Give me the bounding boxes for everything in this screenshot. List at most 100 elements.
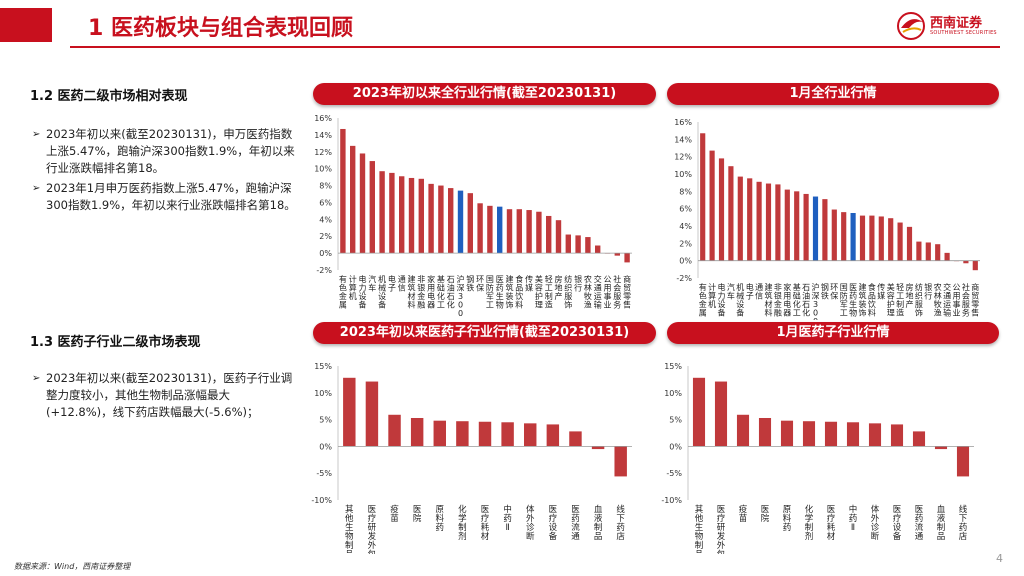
- bar-石油石化: [803, 193, 809, 261]
- bar-医疗设备: [546, 424, 560, 447]
- x-tick-label: 建筑装饰: [506, 274, 514, 310]
- x-tick-label: 交通运输: [594, 274, 602, 310]
- x-tick-label: 石油石化: [447, 275, 455, 310]
- x-tick-label: 食品饮料: [868, 282, 876, 318]
- bar-其他生物制品: [343, 377, 356, 447]
- y-tick-label: -2%: [676, 274, 692, 283]
- x-tick-label: 体外诊断: [526, 504, 535, 542]
- x-tick-label: 食品饮料: [515, 274, 523, 310]
- x-tick-label: 疫苗: [739, 504, 748, 524]
- bar-机械设备: [737, 176, 743, 261]
- x-tick-label: 轻工制造: [896, 282, 904, 318]
- bar-钢铁: [467, 193, 473, 254]
- bar-医院: [410, 417, 424, 447]
- bar-国防军工: [841, 212, 847, 261]
- bar-社会服务: [963, 260, 969, 264]
- y-tick-label: 10%: [314, 165, 332, 174]
- x-tick-label: 房地产: [555, 274, 563, 301]
- x-tick-label: 非银金融: [417, 274, 425, 310]
- x-tick-label: 公用事业: [604, 275, 612, 310]
- bar-钢铁: [822, 199, 828, 261]
- y-tick-label: 15%: [664, 362, 682, 371]
- bar-建筑材料: [408, 177, 415, 254]
- bar-环保: [831, 209, 837, 261]
- y-tick-label: 10%: [674, 170, 692, 179]
- bullet-item: ➢ 2023年初以来(截至20230131)，医药子行业调整力度较小，其他生物制…: [32, 370, 296, 421]
- bar-商贸零售: [972, 260, 978, 271]
- x-tick-label: 商贸零售: [623, 274, 631, 310]
- bar-有色金属: [340, 128, 346, 254]
- x-tick-label: 石油石化: [802, 283, 810, 318]
- bar-化学制剂: [802, 421, 816, 447]
- bar-环保: [477, 203, 483, 254]
- x-tick-label: 医院: [413, 505, 422, 524]
- x-tick-label: 交通运输: [943, 282, 951, 318]
- data-source-note: 数据来源：Wind，西南证券整理: [14, 562, 131, 571]
- y-tick-label: 16%: [314, 114, 332, 123]
- x-tick-label: 美容护理: [887, 282, 895, 318]
- x-tick-label: 医疗设备: [893, 505, 902, 542]
- x-tick-label: 环保: [476, 275, 484, 293]
- y-tick-label: -10%: [661, 496, 682, 505]
- x-tick-label: 房地产: [906, 282, 914, 309]
- x-tick-label: 钢铁: [466, 274, 474, 293]
- y-tick-label: -5%: [666, 469, 682, 478]
- bar-chart-ytd-all-industries: -2% 0% 2% 4% 6% 8% 10% 12% 14% 16% 有色金属计算机电力设备汽车机械…: [314, 114, 632, 318]
- x-tick-label: 建筑装饰: [859, 282, 867, 318]
- y-tick-label: 6%: [319, 198, 332, 207]
- y-tick-label: 14%: [674, 135, 692, 144]
- y-tick-label: 12%: [314, 148, 332, 157]
- bar-汽车: [369, 161, 375, 254]
- bar-通信: [756, 181, 762, 261]
- arrow-bullet-icon: ➢: [32, 373, 41, 384]
- bar-建筑材料: [765, 183, 772, 261]
- y-tick-label: 4%: [319, 215, 332, 224]
- x-tick-label: 中药 Ⅱ: [849, 504, 858, 533]
- bar-国防军工: [487, 205, 493, 254]
- y-tick-label: 12%: [674, 153, 692, 162]
- x-tick-label: 商贸零售: [971, 282, 979, 318]
- header-divider: [70, 46, 1000, 48]
- y-tick-label: -5%: [316, 469, 332, 478]
- x-tick-label: 其他生物制品: [695, 505, 704, 554]
- bar-医疗研发外包: [365, 381, 379, 447]
- x-tick-label: 血液制品: [937, 504, 946, 542]
- bullet-item: ➢ 2023年1月申万医药指数上涨5.47%，跑输沪深300指数1.9%，年初以…: [32, 180, 296, 214]
- bar-商贸零售: [624, 253, 630, 263]
- x-tick-label: 有色金属: [339, 274, 347, 310]
- x-tick-label: 疫苗: [390, 504, 399, 524]
- x-tick-label: 线下药店: [959, 504, 968, 542]
- bar-房地产: [906, 226, 913, 261]
- y-tick-label: 5%: [319, 416, 332, 425]
- bar-血液制品: [591, 446, 605, 450]
- page-title: 1 医药板块与组合表现回顾: [88, 16, 353, 41]
- y-tick-label: 16%: [674, 118, 692, 127]
- x-tick-label: 通信: [398, 274, 406, 293]
- chart-title-ytd-all-industries: 2023年初以来全行业行情(截至20230131): [313, 83, 656, 105]
- bar-轻工制造: [897, 222, 903, 261]
- bar-通信: [399, 176, 405, 254]
- x-tick-label: 纺织服饰: [915, 282, 923, 318]
- x-tick-label: 环保: [830, 283, 838, 301]
- y-tick-label: 2%: [679, 239, 692, 248]
- bar-食品饮料: [516, 209, 522, 254]
- bar-食品饮料: [869, 215, 875, 261]
- x-tick-label: 血液制品: [594, 504, 603, 542]
- chart-title-jan-all-industries: 1月全行业行情: [667, 83, 999, 105]
- page-number: 4: [996, 552, 1003, 565]
- bar-交通运输: [944, 252, 950, 261]
- x-tick-label: 国防军工: [840, 283, 848, 318]
- x-tick-label: 传媒: [877, 282, 885, 301]
- bar-轻工制造: [546, 215, 552, 254]
- y-tick-label: 10%: [664, 389, 682, 398]
- bar-社会服务: [614, 253, 620, 256]
- bar-非银金融: [775, 184, 781, 261]
- y-tick-label: 6%: [679, 205, 692, 214]
- bar-房地产: [555, 220, 562, 254]
- bar-医药生物: [850, 213, 856, 261]
- x-tick-label: 机械设备: [736, 282, 744, 318]
- bar-医药流通: [569, 431, 582, 447]
- bar-建筑装饰: [859, 215, 866, 261]
